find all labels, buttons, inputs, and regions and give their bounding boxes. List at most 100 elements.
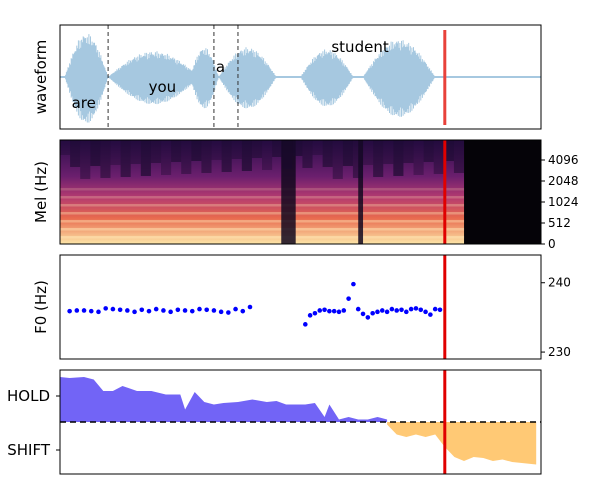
f0-point-4: [96, 309, 101, 315]
f0-point-29: [317, 308, 323, 313]
waveform-plot: are you a student: [60, 25, 541, 129]
mel-texture-17: [231, 140, 242, 159]
mel-texture-27: [332, 140, 343, 179]
f0-plot: [67, 255, 447, 359]
f0-point-9: [132, 309, 137, 315]
f0-point-46: [399, 307, 404, 313]
mel-pause-1: [358, 140, 364, 244]
f0-point-33: [336, 309, 342, 315]
mel-texture-21: [272, 140, 283, 157]
mel-texture-1: [70, 140, 81, 167]
mel-pause-0: [281, 140, 296, 244]
mel-harmonic-2: [60, 220, 465, 223]
f0-ytick-label-1: 240: [548, 276, 571, 290]
mel-harmonic-1: [60, 228, 465, 231]
f0-point-16: [182, 308, 188, 313]
mel-harmonic-5: [60, 196, 465, 199]
mel-texture-9: [150, 140, 162, 163]
f0-point-50: [418, 307, 424, 313]
f0-point-6: [110, 306, 116, 312]
waveform-signal: [60, 34, 541, 123]
shift-area: [387, 422, 537, 465]
f0-point-7: [117, 307, 123, 313]
f0-point-32: [331, 308, 337, 314]
mel-texture-38: [443, 140, 454, 161]
mel-texture-30: [363, 140, 374, 165]
mel-ytick-label-0: 0: [548, 237, 556, 251]
mel-texture-36: [423, 140, 434, 162]
mel-texture-33: [393, 140, 404, 176]
f0-point-49: [413, 306, 419, 311]
mel-texture-8: [140, 140, 151, 176]
mel-texture-28: [342, 140, 353, 166]
turn-ytick-label-hold: HOLD: [7, 387, 50, 405]
mel-texture-3: [90, 140, 101, 166]
f0-point-54: [437, 307, 443, 313]
f0-point-17: [189, 308, 195, 314]
f0-point-30: [322, 307, 327, 313]
turn-plot: [60, 370, 541, 474]
f0-point-36: [351, 281, 356, 287]
f0-point-48: [408, 306, 414, 312]
f0-point-0: [67, 308, 72, 314]
word-label-student: student: [331, 38, 388, 56]
mel-texture-2: [80, 140, 91, 179]
f0-point-5: [103, 306, 108, 311]
mel-ytick-label-1: 512: [548, 216, 571, 230]
mel-harmonic-4: [60, 204, 465, 207]
f0-point-37: [355, 306, 361, 312]
f0-yticks: 230 240: [541, 276, 571, 359]
f0-point-3: [88, 308, 94, 314]
mel-harmonic-6: [60, 188, 465, 191]
mel-texture-34: [403, 140, 414, 163]
f0-point-1: [74, 308, 80, 313]
f0-point-8: [125, 308, 130, 313]
mel-texture-23: [292, 140, 303, 156]
waveform-ylabel: waveform: [32, 40, 50, 115]
mel-texture-26: [322, 140, 333, 167]
f0-ytick-label-0: 230: [548, 345, 571, 359]
f0-point-11: [146, 308, 152, 314]
f0-point-47: [404, 309, 409, 315]
waveform-frame: [59, 24, 542, 130]
f0-ylabel: F0 (Hz): [32, 280, 50, 334]
f0-point-2: [81, 308, 87, 313]
mel-texture-29: [352, 140, 364, 178]
mel-texture-12: [181, 140, 192, 174]
f0-point-41: [375, 309, 380, 315]
f0-point-21: [218, 309, 224, 315]
f0-point-19: [204, 307, 210, 313]
f0-point-26: [303, 322, 308, 327]
f0-point-25: [247, 304, 253, 310]
f0-point-53: [432, 306, 438, 312]
turn-ytick-label-shift: SHIFT: [7, 441, 51, 459]
f0-point-40: [370, 310, 375, 316]
mel-texture-19: [251, 140, 263, 158]
mel-texture-24: [302, 140, 313, 168]
mel-texture-31: [373, 140, 384, 177]
f0-point-20: [211, 308, 217, 313]
f0-point-24: [240, 308, 246, 314]
hold-area: [60, 377, 388, 422]
mel-texture-14: [201, 140, 212, 173]
mel-ytick-label-4: 4096: [548, 153, 579, 167]
f0-point-42: [379, 308, 385, 313]
f0-point-13: [161, 308, 166, 313]
f0-point-28: [312, 310, 318, 316]
mel-texture-0: [60, 140, 71, 155]
turn-yticks: HOLD SHIFT: [7, 387, 60, 459]
mel-texture-39: [453, 140, 465, 173]
mel-texture-11: [171, 140, 182, 162]
mel-texture-5: [110, 140, 121, 165]
mel-harmonic-0: [60, 236, 465, 239]
f0-point-22: [226, 310, 231, 315]
f0-point-51: [423, 309, 428, 315]
f0-point-14: [168, 309, 173, 315]
f0-point-23: [233, 306, 238, 312]
f0-point-35: [346, 296, 351, 301]
f0-point-12: [153, 306, 159, 312]
mel-texture-25: [312, 140, 323, 155]
word-label-you: you: [149, 78, 177, 96]
mel-texture-16: [221, 140, 232, 172]
